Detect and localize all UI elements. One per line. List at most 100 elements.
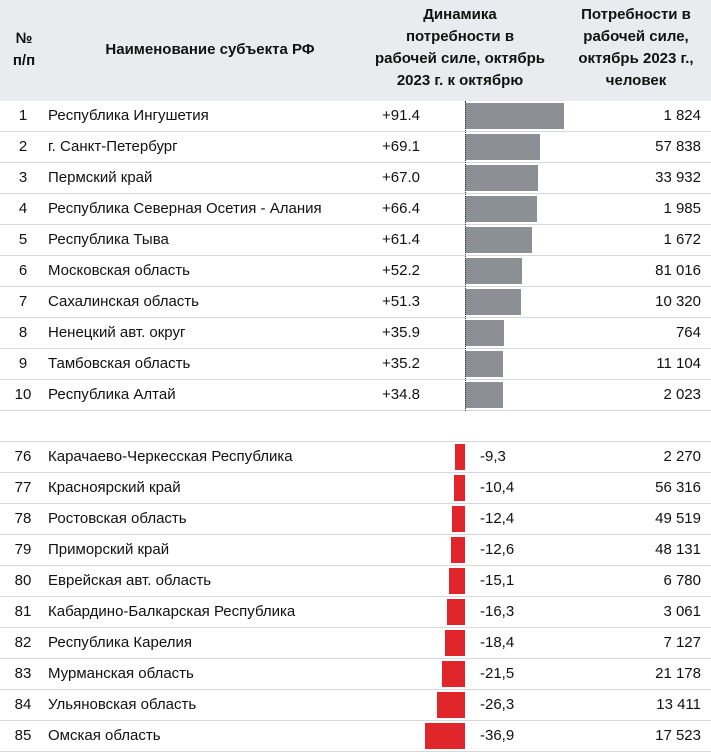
table-row: 77 Красноярский край -10,4 56 316: [0, 473, 711, 504]
header-need-line-1: Потребности в: [581, 6, 691, 23]
table-row: 2 г. Санкт-Петербург +69.1 57 838: [0, 132, 711, 163]
table-row: 85 Омская область -36,9 17 523: [0, 721, 711, 752]
growth-bar: [465, 134, 540, 160]
row-region-name: Красноярский край: [48, 479, 181, 496]
row-dynamics-value: +35.9: [382, 324, 420, 341]
decline-bar: [447, 599, 465, 625]
row-region-name: Республика Алтай: [48, 386, 176, 403]
row-rank: 2: [18, 138, 28, 155]
header-num-line-1: №: [15, 30, 33, 47]
row-need-value: 49 519: [655, 510, 701, 527]
decline-bar: [441, 661, 465, 687]
row-region-name: Республика Карелия: [48, 634, 192, 651]
header-need: Потребности в рабочей силе, октябрь 2023…: [562, 4, 710, 92]
row-rank: 8: [18, 324, 28, 341]
row-need-value: 81 016: [655, 262, 701, 279]
decline-bar: [451, 506, 465, 532]
decline-bar: [451, 537, 465, 563]
row-need-value: 10 320: [655, 293, 701, 310]
row-need-value: 1 672: [663, 231, 701, 248]
row-dynamics-value: -18,4: [480, 634, 515, 651]
row-region-name: Ульяновская область: [48, 696, 197, 713]
table-row: 81 Кабардино-Балкарская Республика -16,3 3 …: [0, 597, 711, 628]
row-region-name: Кабардино-Балкарская Республика: [48, 603, 296, 620]
row-need-value: 3 061: [663, 603, 701, 620]
row-region-name: Пермский край: [48, 169, 153, 186]
row-rank: 3: [18, 169, 28, 186]
separator-row: [0, 411, 711, 442]
row-rank: 77: [14, 479, 32, 496]
growth-bar: [465, 289, 521, 315]
table-row: 6 Московская область +52.2 81 016: [0, 256, 711, 287]
row-rank: 82: [14, 634, 32, 651]
row-dynamics-value: +35.2: [382, 355, 420, 372]
row-dynamics-value: -36,9: [480, 727, 515, 744]
table-row: 4 Республика Северная Осетия - Алания +66.…: [0, 194, 711, 225]
decline-bar: [425, 723, 465, 749]
growth-bar: [465, 382, 503, 408]
row-dynamics-value: -15,1: [480, 572, 515, 589]
row-rank: 79: [14, 541, 32, 558]
row-dynamics-value: -21,5: [480, 665, 515, 682]
row-rank: 76: [14, 448, 32, 465]
row-dynamics-value: +34.8: [382, 386, 420, 403]
table-row: 8 Ненецкий авт. округ +35.9 764: [0, 318, 711, 349]
row-need-value: 33 932: [655, 169, 701, 186]
row-rank: 85: [14, 727, 32, 744]
row-need-value: 57 838: [655, 138, 701, 155]
row-dynamics-value: +67.0: [382, 169, 420, 186]
growth-bar: [465, 165, 538, 191]
row-region-name: Сахалинская область: [48, 293, 199, 310]
table-row: 1 Республика Ингушетия +91.4 1 824: [0, 101, 711, 132]
row-region-name: г. Санкт-Петербург: [48, 138, 178, 155]
row-rank: 1: [18, 107, 28, 124]
row-dynamics-value: +52.2: [382, 262, 420, 279]
row-need-value: 11 104: [656, 355, 701, 372]
row-region-name: Московская область: [48, 262, 190, 279]
row-need-value: 2 023: [663, 386, 701, 403]
decline-bar: [454, 444, 465, 470]
row-need-value: 13 411: [656, 696, 701, 713]
row-rank: 81: [14, 603, 32, 620]
row-need-value: 6 780: [663, 572, 701, 589]
row-need-value: 21 178: [655, 665, 701, 682]
header-need-line-3: октябрь 2023 г.,: [578, 50, 694, 67]
row-dynamics-value: +91.4: [382, 107, 420, 124]
row-dynamics-value: +69.1: [382, 138, 420, 155]
table-row: 5 Республика Тыва +61.4 1 672: [0, 225, 711, 256]
header-need-line-2: рабочей силе,: [583, 28, 689, 45]
row-dynamics-value: -12,6: [480, 541, 515, 558]
row-need-value: 764: [675, 324, 701, 341]
row-region-name: Республика Северная Осетия - Алания: [48, 200, 322, 217]
header-dynamics: Динамика потребности в рабочей силе, окт…: [370, 4, 550, 92]
row-rank: 78: [14, 510, 32, 527]
row-dynamics-value: -26,3: [480, 696, 515, 713]
row-region-name: Омская область: [48, 727, 161, 744]
row-need-value: 1 985: [663, 200, 701, 217]
table-row: 80 Еврейская авт. область -15,1 6 780: [0, 566, 711, 597]
header-name: Наименование субъекта РФ: [105, 41, 315, 58]
decline-bar: [453, 475, 465, 501]
row-rank: 6: [18, 262, 28, 279]
table-row: 84 Ульяновская область -26,3 13 411: [0, 690, 711, 721]
header-dynamics-line-4: 2023 г. к октябрю: [396, 72, 524, 89]
row-region-name: Еврейская авт. область: [48, 572, 212, 589]
growth-bar: [465, 258, 522, 284]
decline-bar: [448, 568, 465, 594]
row-need-value: 48 131: [655, 541, 701, 558]
table-row: 7 Сахалинская область +51.3 10 320: [0, 287, 711, 318]
row-dynamics-value: +61.4: [382, 231, 420, 248]
growth-bar: [465, 320, 504, 346]
row-dynamics-value: +66.4: [382, 200, 420, 217]
row-dynamics-value: -12,4: [480, 510, 515, 527]
row-dynamics-value: -10,4: [480, 479, 515, 496]
growth-bar: [465, 227, 532, 253]
row-rank: 10: [14, 386, 32, 403]
row-rank: 7: [18, 293, 28, 310]
row-region-name: Тамбовская область: [48, 355, 191, 372]
table-row: 79 Приморский край -12,6 48 131: [0, 535, 711, 566]
header-dynamics-line-3: рабочей силе, октябрь: [375, 50, 545, 67]
row-rank: 4: [18, 200, 28, 217]
row-region-name: Ненецкий авт. округ: [48, 324, 186, 341]
